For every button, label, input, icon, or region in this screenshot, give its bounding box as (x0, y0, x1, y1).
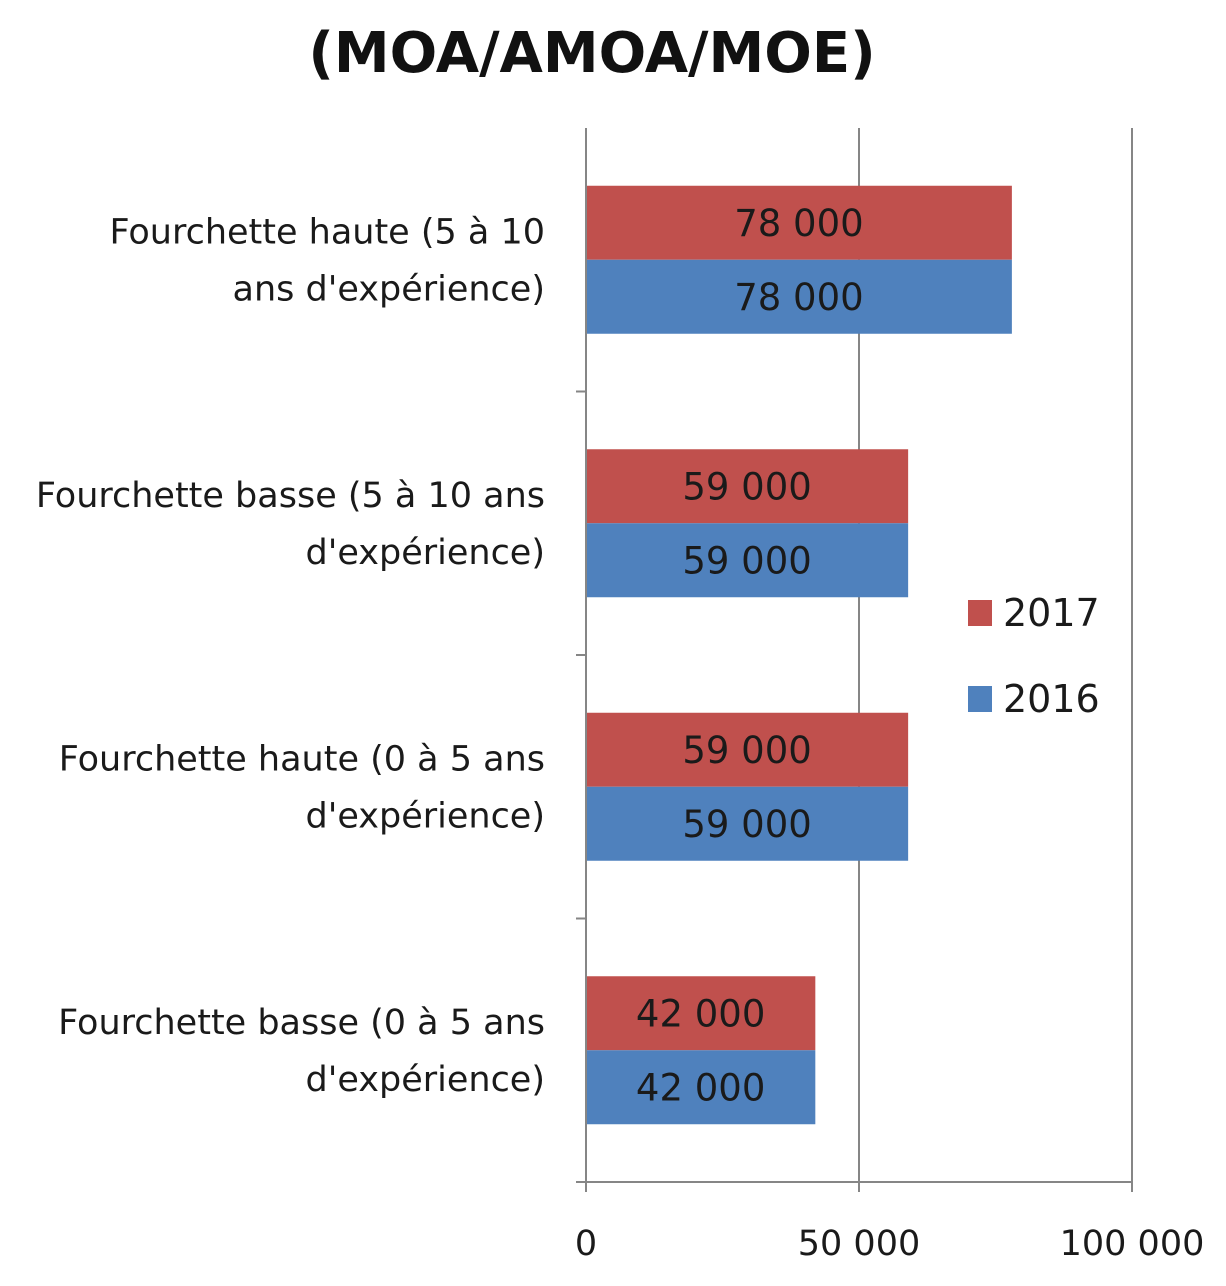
data-label-2017-1: 78 000 (734, 202, 863, 245)
legend: 2017 2016 (968, 591, 1100, 721)
category-labels: Fourchette haute (5 à 10 ans d'expérience… (36, 212, 545, 1100)
category-label-3-line-2: d'expérience) (306, 796, 545, 836)
category-label-3-line-1: Fourchette haute (0 à 5 ans (59, 739, 545, 779)
data-label-2017-2: 59 000 (682, 465, 811, 508)
bar-2017-4 (586, 976, 816, 1051)
bar-2016-4 (586, 1050, 816, 1125)
legend-swatch-2017 (968, 600, 992, 626)
data-label-2017-3: 59 000 (682, 729, 811, 772)
data-label-2016-2: 59 000 (682, 539, 811, 582)
category-label-1-line-1: Fourchette haute (5 à 10 (109, 212, 545, 252)
legend-swatch-2016 (968, 686, 992, 712)
legend-label-2017: 2017 (1003, 591, 1100, 635)
tick-label-1: 0 (575, 1224, 597, 1264)
bar-2017-3 (586, 712, 909, 787)
chart-title: (MOA/AMOA/MOE) (308, 21, 875, 86)
bar-2016-3 (586, 786, 909, 861)
category-label-4-line-1: Fourchette basse (0 à 5 ans (58, 1003, 545, 1043)
category-label-1-line-2: ans d'expérience) (233, 269, 545, 309)
tick-labels: 0 50 000 100 000 (575, 1224, 1205, 1264)
legend-label-2016: 2016 (1003, 677, 1100, 721)
tick-label-2: 50 000 (798, 1224, 920, 1264)
data-label-2016-1: 78 000 (734, 276, 863, 319)
bar-2016-1 (586, 259, 1012, 334)
tick-label-3: 100 000 (1060, 1224, 1205, 1264)
data-label-2016-4: 42 000 (636, 1066, 765, 1109)
bars: 78 000 78 000 59 000 59 000 59 000 59 000 42 0… (586, 185, 1012, 1125)
category-label-4-line-2: d'expérience) (306, 1060, 545, 1100)
category-label-2-line-1: Fourchette basse (5 à 10 ans (36, 476, 545, 516)
bar-2017-1 (586, 185, 1012, 260)
data-label-2016-3: 59 000 (682, 803, 811, 846)
data-label-2017-4: 42 000 (636, 992, 765, 1035)
axis (576, 128, 1133, 1192)
bar-2017-2 (586, 449, 909, 524)
category-label-2-line-2: d'expérience) (306, 533, 545, 573)
bar-2016-2 (586, 523, 909, 598)
